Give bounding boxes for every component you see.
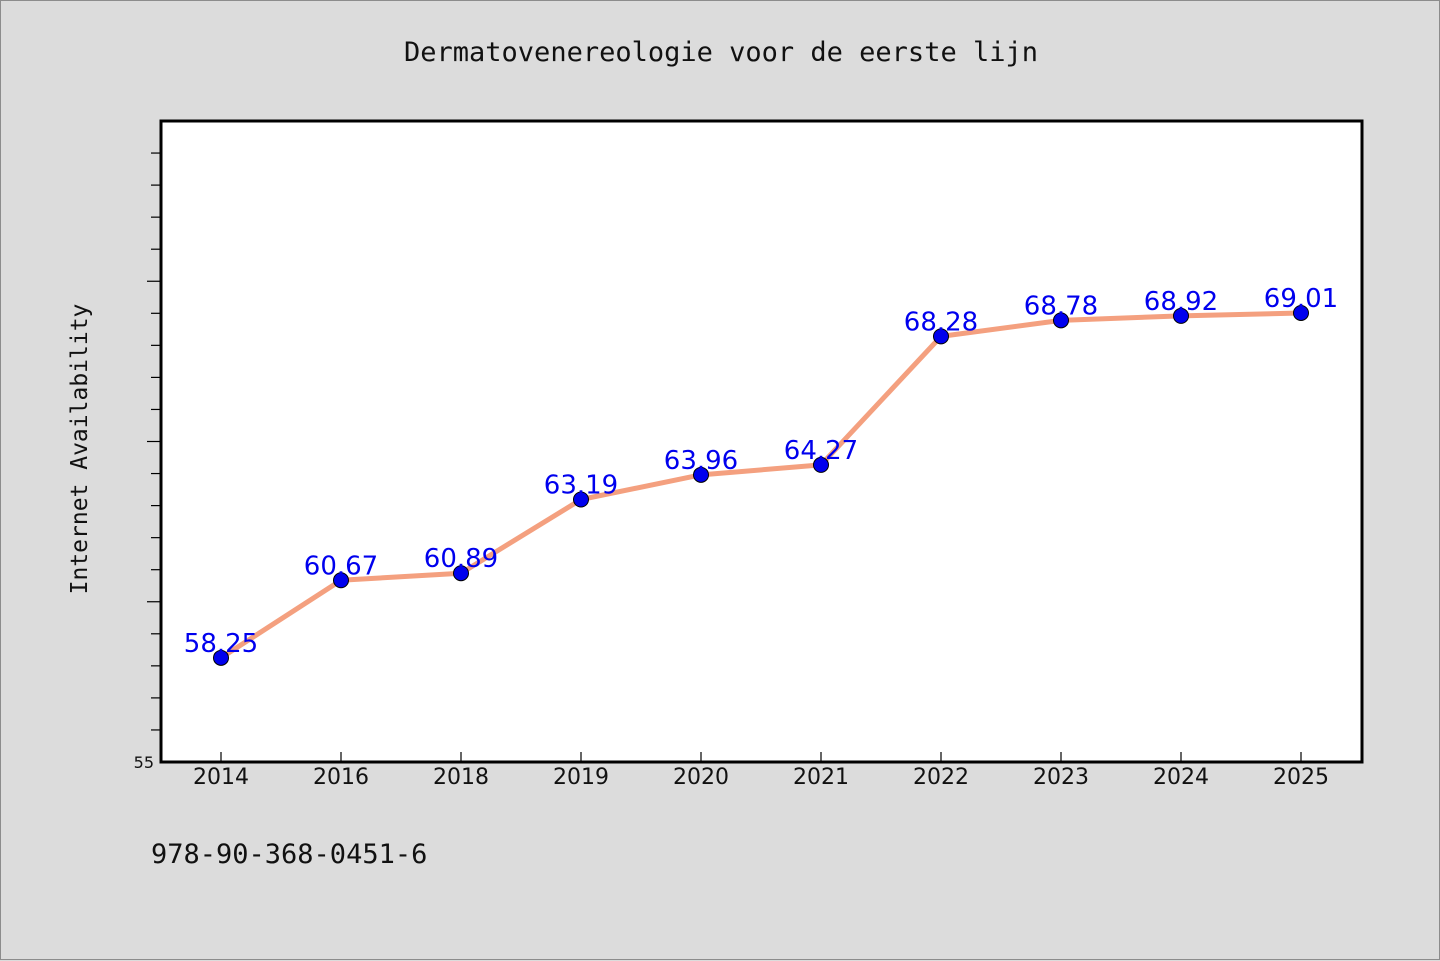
x-axis-ticks: 2014 2016 2018 2019 2020 2021 2022 2023 2024 2025 <box>193 752 1329 790</box>
data-label: 68.28 <box>904 307 978 337</box>
series-line-group <box>218 310 1304 661</box>
y-axis-ticks: 55 <box>134 152 161 772</box>
x-tick-label: 2016 <box>313 765 369 790</box>
x-tick-label: 2021 <box>793 765 849 790</box>
data-point <box>333 572 349 589</box>
data-point <box>813 456 829 473</box>
data-point <box>1173 307 1189 324</box>
data-point <box>453 565 469 582</box>
x-tick-label: 2025 <box>1273 765 1329 790</box>
x-tick-label: 2022 <box>913 765 969 790</box>
chart-title: Dermatovenereologie voor de eerste lijn <box>404 37 1038 68</box>
data-label: 60.89 <box>424 544 498 574</box>
plot-area <box>159 119 1364 764</box>
data-label: 68.78 <box>1024 291 1098 321</box>
y-axis-label: Internet Availability <box>67 304 93 595</box>
data-markers <box>213 304 1309 666</box>
x-tick-label: 2018 <box>433 765 489 790</box>
data-labels: 58.25 60.67 60.89 63.19 63.96 64.27 68.28 68.78… <box>184 284 1338 659</box>
isbn-text: 978-90-368-0451-6 <box>151 839 427 870</box>
data-label: 58.25 <box>184 629 258 659</box>
x-tick-label: 2023 <box>1033 765 1089 790</box>
series-line <box>218 310 1304 661</box>
x-tick-label: 2014 <box>193 765 249 790</box>
x-tick-label: 2020 <box>673 765 729 790</box>
data-label: 63.19 <box>544 471 618 501</box>
data-point <box>933 328 949 345</box>
data-label: 68.92 <box>1144 287 1218 317</box>
y-tick-label: 55 <box>134 753 154 772</box>
data-point <box>1293 304 1309 321</box>
data-point <box>1053 312 1069 329</box>
data-label: 64.27 <box>784 436 858 466</box>
data-label: 60.67 <box>304 551 378 581</box>
data-label: 69.01 <box>1264 284 1338 314</box>
x-tick-label: 2024 <box>1153 765 1209 790</box>
data-point <box>213 649 229 666</box>
data-point <box>693 466 709 483</box>
x-tick-label: 2019 <box>553 765 609 790</box>
data-label: 63.96 <box>664 446 738 476</box>
data-point <box>573 491 589 508</box>
